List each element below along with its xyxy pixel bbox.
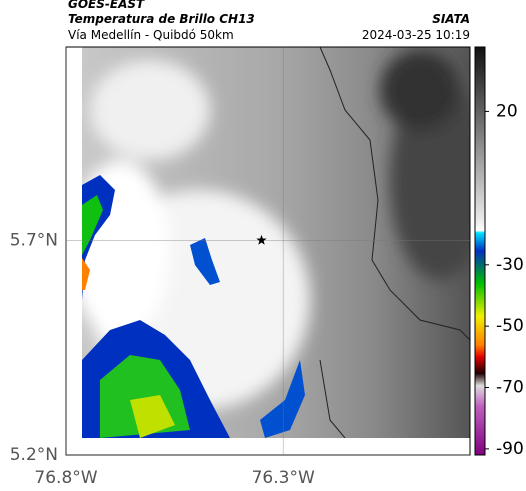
colorbar-tick-label: -70 [496,378,524,398]
y-tick-label: 5.2°N [10,445,58,465]
colorbar-tick-label: -30 [496,255,524,275]
colorbar-tick-label: -50 [496,316,524,336]
dynamic-layer: 76.8°W 76.3°W 5.7°N 5.2°N 20 -30 -50 -70 -90 [10,47,524,488]
colorbar-tick-label: -90 [496,439,524,459]
x-tick-label: 76.3°W [252,468,315,488]
satellite: GOES-EAST [68,0,145,11]
location-marker [256,234,267,245]
satellite-image [82,47,470,438]
y-tick-label: 5.7°N [10,230,58,250]
region: Vía Medellín - Quibdó 50km [68,28,234,42]
colorbar [474,46,486,456]
product: Temperatura de Brillo CH13 [68,12,255,26]
x-tick-label: 76.8°W [34,468,97,488]
source: SIATA [432,12,470,26]
colorbar-tick-label: 20 [496,101,518,121]
datetime: 2024-03-25 10:19 [362,28,470,42]
